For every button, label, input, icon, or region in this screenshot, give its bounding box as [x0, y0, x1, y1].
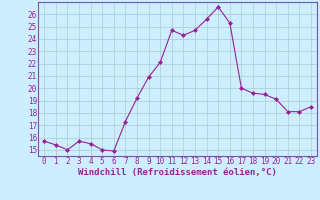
X-axis label: Windchill (Refroidissement éolien,°C): Windchill (Refroidissement éolien,°C) [78, 168, 277, 177]
